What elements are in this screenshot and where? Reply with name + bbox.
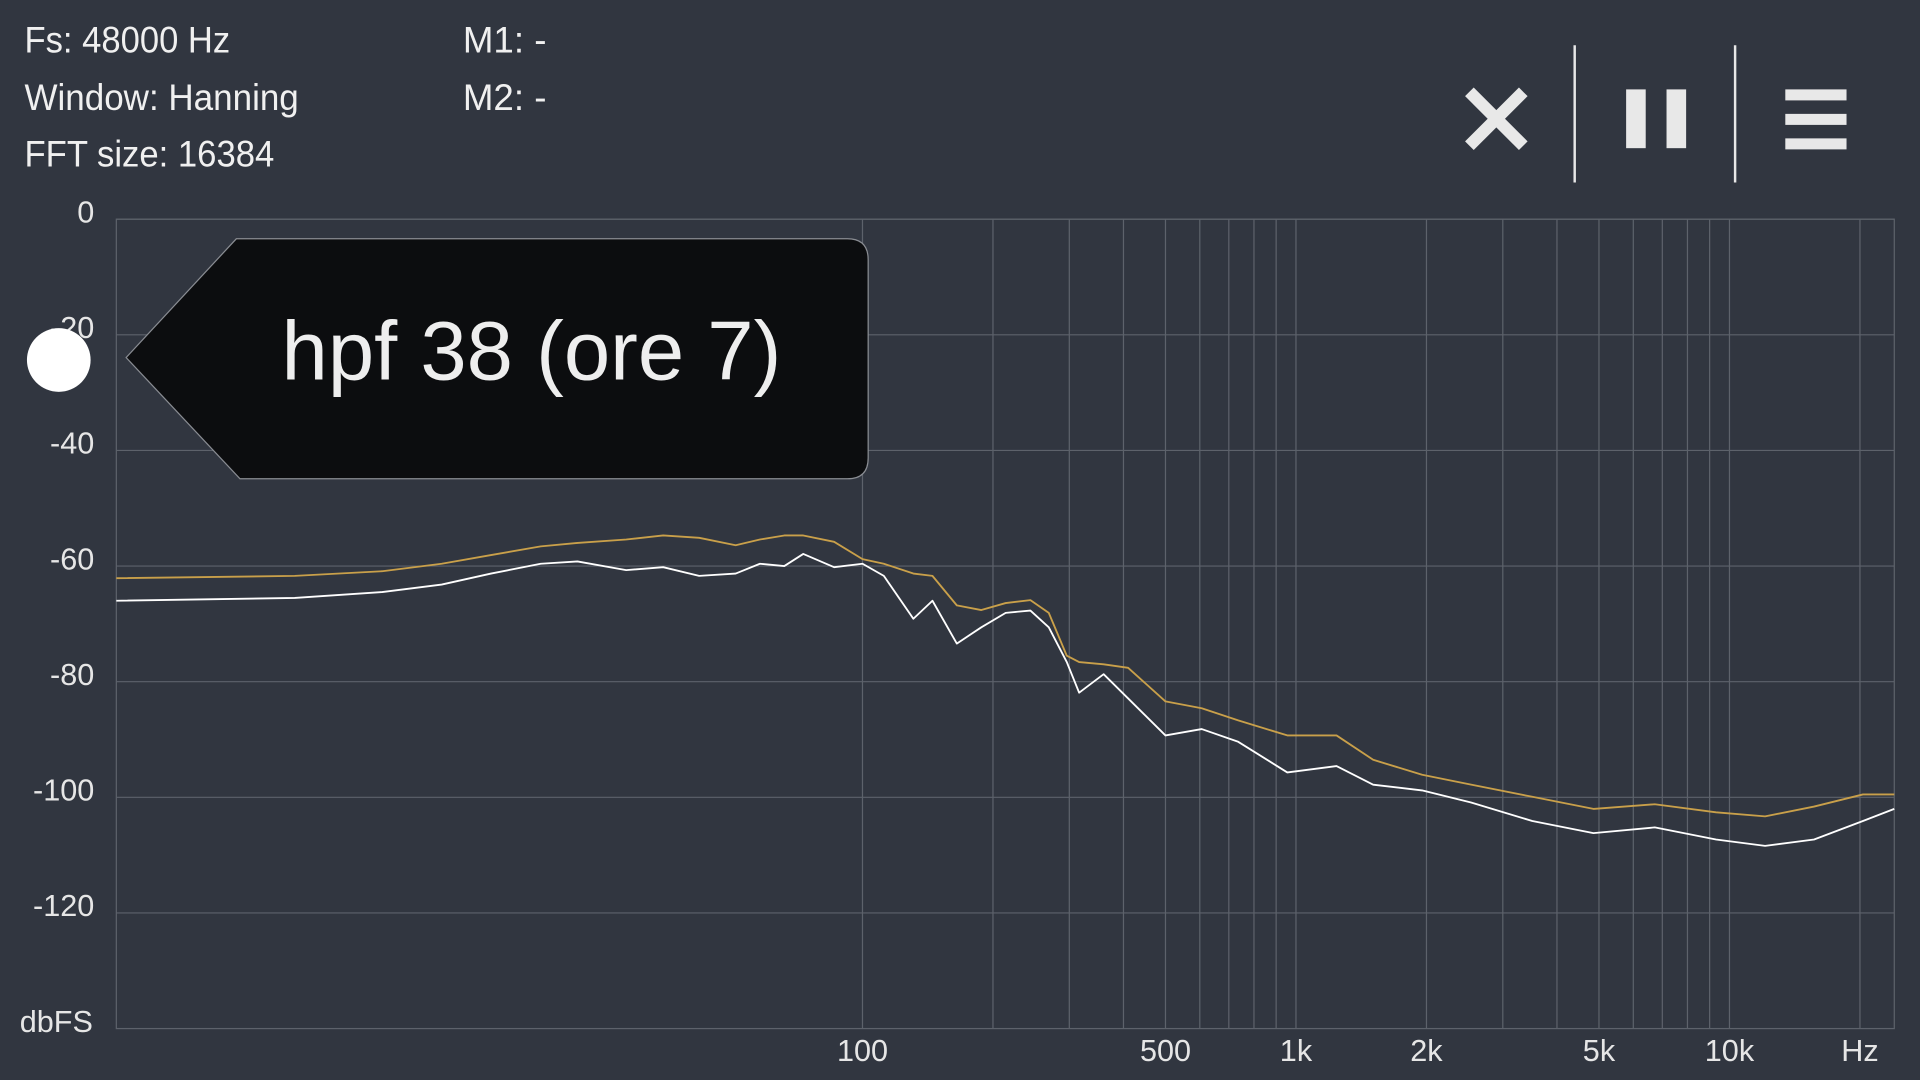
pause-button[interactable] (1626, 89, 1687, 149)
x-tick-label: 10k (1705, 1034, 1755, 1068)
x-tick-label: 500 (1140, 1034, 1191, 1068)
menu-icon (1785, 89, 1847, 101)
menu-icon (1785, 138, 1847, 150)
marker-2: M2: - (463, 77, 547, 118)
marker-1: M1: - (463, 20, 547, 61)
y-tick-label: -60 (50, 542, 94, 576)
tooltip-box (125, 238, 869, 480)
pause-icon (1666, 89, 1687, 149)
y-tick-label: -100 (33, 774, 94, 808)
x-tick-label: 1k (1280, 1034, 1313, 1068)
y-tick-label: -80 (50, 658, 94, 692)
y-tick-label: -40 (50, 427, 94, 461)
close-button[interactable] (1465, 87, 1528, 151)
tooltip-handle (26, 328, 91, 392)
pause-icon (1626, 89, 1646, 149)
tooltip: hpf 38 (ore 7) (26, 238, 869, 480)
fft-size: FFT size: 16384 (24, 133, 274, 174)
sample-rate: Fs: 48000 Hz (24, 20, 230, 61)
menu-icon (1785, 113, 1847, 125)
x-tick-label: 5k (1583, 1034, 1616, 1068)
window-type: Window: Hanning (24, 77, 298, 118)
tooltip-text: hpf 38 (ore 7) (282, 305, 782, 398)
y-tick-label: 0 (77, 195, 94, 229)
menu-button[interactable] (1785, 89, 1847, 150)
spectrum-line (116, 553, 1895, 847)
y-axis-label: dbFS (20, 1005, 93, 1039)
close-icon (1465, 87, 1528, 151)
y-tick-label: -120 (33, 889, 94, 923)
x-tick-label: 2k (1410, 1034, 1443, 1068)
spectrum-line (116, 534, 1895, 818)
x-tick-label: 100 (837, 1034, 888, 1068)
x-axis-label: Hz (1841, 1034, 1878, 1068)
